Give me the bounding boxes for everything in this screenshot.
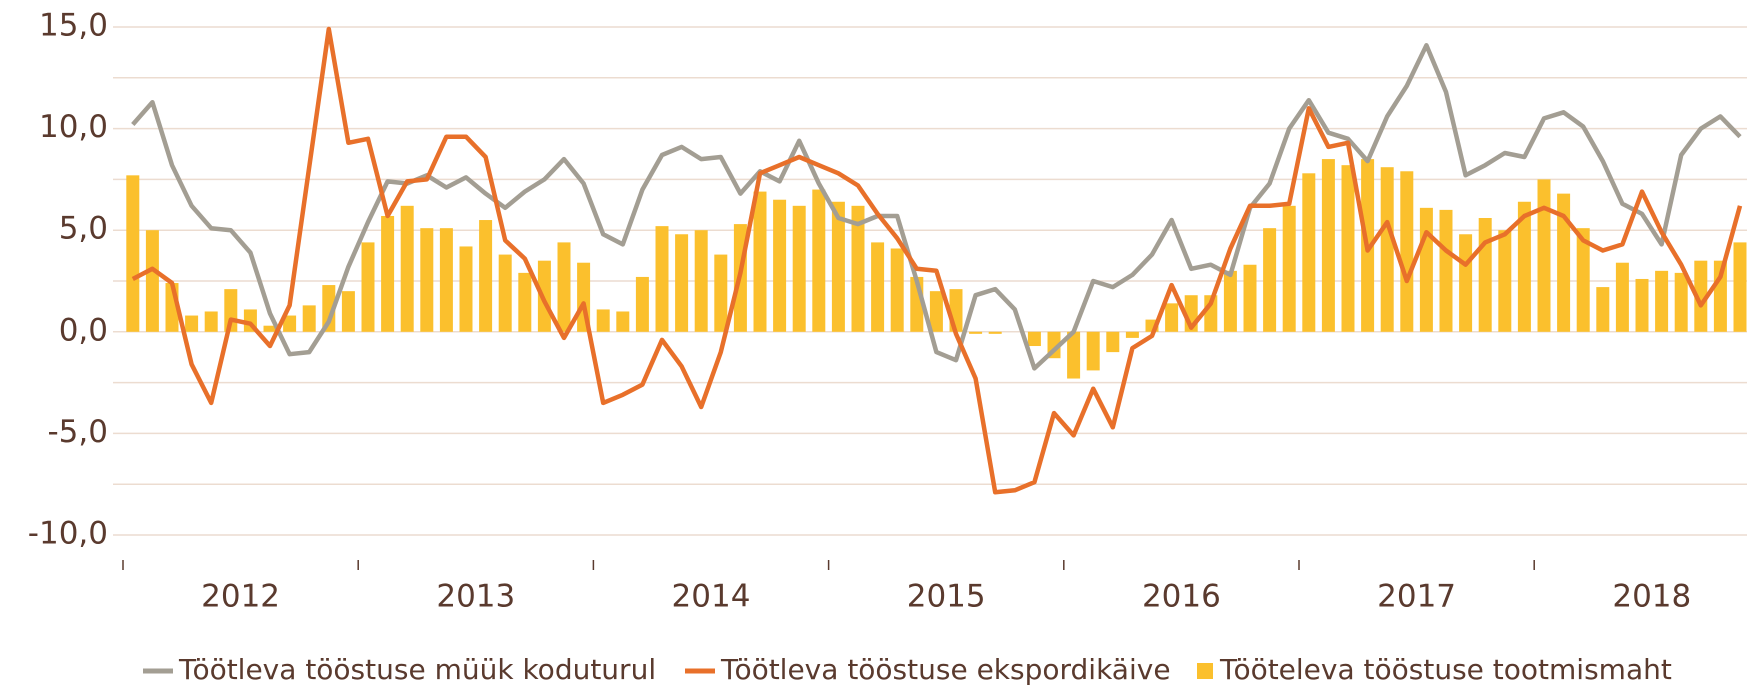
bar [381,215,395,332]
bar [1321,159,1335,332]
bar [988,331,1002,334]
bar [439,228,453,332]
bar [498,254,512,332]
bar [969,331,983,334]
bar [1380,167,1394,332]
bar [635,276,649,332]
bar [1517,201,1531,332]
y-tick-label: -10,0 [28,516,108,552]
bar [479,220,493,332]
bar [1439,209,1453,332]
y-tick-label: -5,0 [48,414,109,450]
y-tick-label: 15,0 [39,8,108,44]
bar [812,189,826,332]
bar [1537,179,1551,332]
bar [596,309,610,332]
bar [1478,218,1492,332]
bar [283,315,297,332]
bar [929,291,943,332]
bar [851,205,865,332]
bar [1674,272,1688,332]
bar [1067,331,1081,379]
bar [1615,262,1629,332]
bar [1400,171,1414,332]
bar [694,230,708,332]
bar [1655,270,1669,332]
bar [1165,303,1179,332]
bar [753,191,767,332]
legend-label: Töötleva tööstuse ekspordikäive [720,653,1171,686]
line-series [131,43,1742,371]
x-tick-label: 2013 [436,579,515,615]
x-tick-label: 2012 [201,579,280,615]
bar [890,248,904,332]
bar [263,325,277,332]
bar [145,230,159,332]
bar [655,226,669,332]
bar [1282,205,1296,332]
bar [1459,234,1473,332]
bar [1596,287,1610,332]
bar [714,254,728,332]
bar [1263,228,1277,332]
bar [185,315,199,332]
bar [518,272,532,332]
x-tick-label: 2015 [907,579,986,615]
line-series [131,26,1743,495]
bar [322,285,336,332]
bar [400,205,414,332]
bar [1243,264,1257,332]
x-tick-label: 2016 [1142,579,1221,615]
x-tick-label: 2018 [1612,579,1691,615]
bar [1125,331,1139,338]
legend-label: Töötleva tööstuse müük koduturul [178,653,656,686]
bar [1302,173,1316,332]
bar [557,242,571,332]
bar [1733,242,1747,332]
bar [675,234,689,332]
bar [616,311,630,332]
bar [341,291,355,332]
bar [302,305,316,332]
bar [204,311,218,332]
y-tick-label: 10,0 [39,109,108,145]
bar [792,205,806,332]
y-tick-label: 0,0 [59,312,108,348]
bar [1341,165,1355,332]
bar [831,201,845,332]
bar [126,175,140,332]
bar [1106,331,1120,353]
bar [773,199,787,332]
bar [1027,331,1041,347]
bar [459,246,473,332]
bar [1576,228,1590,332]
bar [871,242,885,332]
bar [361,242,375,332]
y-tick-label: 5,0 [59,211,108,247]
legend-label: Tööteleva tööstuse tootmismaht [1219,653,1672,686]
bar [1419,207,1433,332]
bar [1694,260,1708,332]
bar [1498,230,1512,332]
x-tick-label: 2014 [672,579,751,615]
bar [1086,331,1100,371]
x-tick-label: 2017 [1377,579,1456,615]
bar [1223,270,1237,332]
legend-swatch [1197,663,1213,679]
bar [1635,278,1649,332]
bar [1557,193,1571,332]
bar [420,228,434,332]
